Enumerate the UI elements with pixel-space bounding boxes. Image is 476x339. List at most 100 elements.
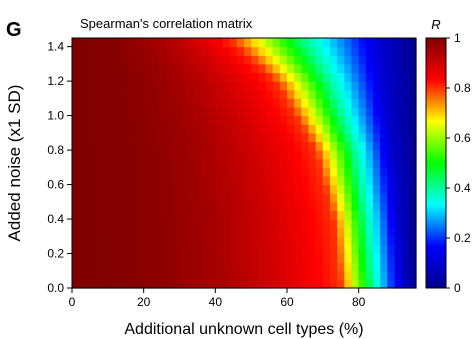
heatmap-cell: [100, 167, 109, 177]
heatmap-cell: [294, 193, 302, 203]
heatmap-cell: [322, 193, 331, 203]
heatmap-cell: [408, 236, 417, 246]
heatmap-cell: [93, 167, 102, 177]
heatmap-cell: [186, 63, 195, 74]
heatmap-cell: [208, 201, 216, 212]
heatmap-cell: [251, 46, 259, 56]
heatmap-cell: [179, 81, 188, 91]
heatmap-cell: [229, 46, 238, 56]
heatmap-cell: [258, 115, 267, 125]
heatmap-cell: [380, 63, 388, 74]
heatmap-cell: [208, 46, 216, 56]
heatmap-cell: [158, 193, 166, 203]
heatmap-cell: [129, 63, 138, 74]
heatmap-cell: [115, 193, 123, 203]
heatmap-cell: [72, 89, 80, 99]
heatmap-cell: [208, 210, 216, 220]
heatmap-cell: [179, 201, 188, 212]
heatmap-cell: [394, 141, 403, 151]
heatmap-cell: [72, 46, 80, 56]
heatmap-cell: [344, 106, 353, 117]
heatmap-cell: [129, 175, 138, 186]
heatmap-cell: [229, 124, 238, 134]
heatmap-cell: [272, 253, 281, 263]
heatmap-cell: [344, 253, 353, 263]
heatmap-cell: [129, 106, 138, 117]
heatmap-cell: [365, 201, 374, 212]
heatmap-cell: [79, 98, 87, 108]
heatmap-cell: [93, 244, 102, 255]
heatmap-cell: [222, 141, 231, 151]
heatmap-cell: [193, 124, 202, 134]
heatmap-cell: [100, 210, 109, 220]
heatmap-cell: [272, 141, 281, 151]
heatmap-cell: [294, 81, 302, 91]
heatmap-cell: [387, 124, 396, 134]
heatmap-cell: [215, 175, 224, 186]
heatmap-cell: [287, 132, 295, 143]
heatmap-cell: [279, 236, 288, 246]
heatmap-cell: [222, 219, 231, 229]
heatmap-cell: [179, 219, 188, 229]
heatmap-cell: [193, 193, 202, 203]
heatmap-cell: [172, 175, 181, 186]
colorbar-label: R: [431, 17, 440, 32]
heatmap-cell: [344, 193, 353, 203]
heatmap-cell: [315, 279, 324, 289]
heatmap-cell: [107, 184, 116, 194]
heatmap-cell: [373, 244, 381, 255]
heatmap-cell: [351, 98, 360, 108]
heatmap-cell: [107, 210, 116, 220]
heatmap-cell: [122, 219, 130, 229]
heatmap-cell: [272, 38, 281, 48]
heatmap-cell: [365, 167, 374, 177]
heatmap-cell: [394, 115, 403, 125]
heatmap-cell: [86, 46, 95, 56]
heatmap-cell: [330, 167, 338, 177]
heatmap-cell: [301, 124, 310, 134]
heatmap-cell: [258, 55, 267, 65]
heatmap-cell: [72, 201, 80, 212]
heatmap-cell: [279, 175, 288, 186]
heatmap-cell: [158, 270, 166, 280]
heatmap-cell: [408, 72, 417, 82]
heatmap-cell: [122, 279, 130, 289]
heatmap-cell: [373, 158, 381, 168]
heatmap-cell: [387, 279, 396, 289]
heatmap-cell: [387, 89, 396, 99]
heatmap-cell: [158, 81, 166, 91]
heatmap-cell: [208, 38, 216, 48]
heatmap-cell: [115, 150, 123, 160]
heatmap-cell: [208, 158, 216, 168]
heatmap-cell: [136, 210, 145, 220]
heatmap-cell: [136, 124, 145, 134]
heatmap-cell: [79, 38, 87, 48]
heatmap-cell: [208, 175, 216, 186]
heatmap-cell: [165, 175, 173, 186]
heatmap-cell: [115, 201, 123, 212]
heatmap-cell: [351, 115, 360, 125]
heatmap-cell: [373, 38, 381, 48]
heatmap-cell: [179, 55, 188, 65]
heatmap-cell: [86, 98, 95, 108]
heatmap-cell: [315, 262, 324, 272]
heatmap-cell: [236, 89, 245, 99]
heatmap-cell: [165, 244, 173, 255]
heatmap-cell: [107, 89, 116, 99]
heatmap-cell: [122, 72, 130, 82]
heatmap-cell: [165, 124, 173, 134]
heatmap-cell: [373, 46, 381, 56]
heatmap-cell: [394, 46, 403, 56]
heatmap-cell: [165, 150, 173, 160]
heatmap-cell: [358, 270, 367, 280]
heatmap-cell: [179, 270, 188, 280]
heatmap-cell: [165, 89, 173, 99]
heatmap-cell: [265, 262, 274, 272]
heatmap-cell: [358, 279, 367, 289]
heatmap-cell: [380, 167, 388, 177]
heatmap-cell: [222, 38, 231, 48]
heatmap-cell: [158, 210, 166, 220]
heatmap-cell: [294, 115, 302, 125]
heatmap-cell: [236, 106, 245, 117]
heatmap-cell: [215, 158, 224, 168]
